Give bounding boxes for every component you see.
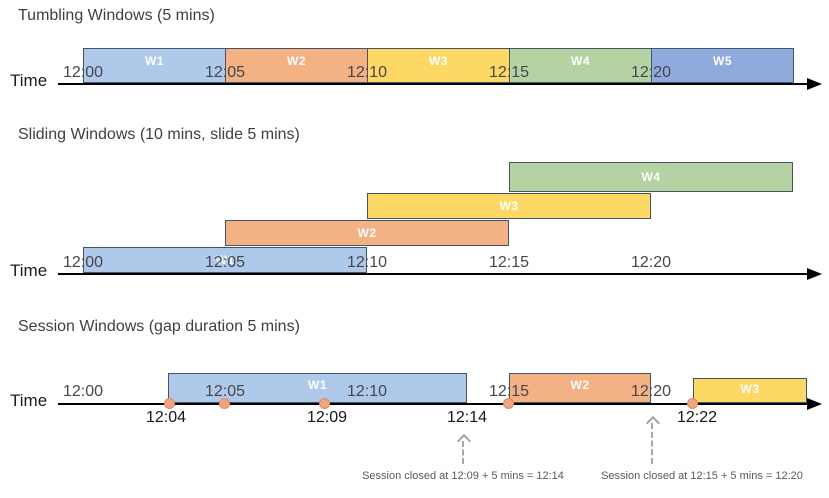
session-title: Session Windows (gap duration 5 mins) xyxy=(18,318,300,335)
dashed-callout-line xyxy=(462,441,464,464)
tumbling-tick-1205: 12:05 xyxy=(204,64,246,81)
sliding-window-bar-w2: W2 xyxy=(225,220,509,246)
event-dot xyxy=(503,398,514,409)
tumbling-time-axis-label: Time xyxy=(10,71,48,90)
session-tick-1220: 12:20 xyxy=(630,383,672,400)
session-tick-1210: 12:10 xyxy=(346,383,388,400)
tumbling-tick-1220: 12:20 xyxy=(630,64,672,81)
tumbling-timeline-axis xyxy=(58,83,808,85)
window-label: W1 xyxy=(308,378,327,392)
session-time-axis-label: Time xyxy=(10,391,48,410)
tumbling-window-bar-w4: W4 xyxy=(509,48,652,83)
dashed-callout-line xyxy=(651,423,653,464)
session-window-bar-w1: W1 xyxy=(168,373,467,403)
tumbling-tick-1215: 12:15 xyxy=(488,64,530,81)
sliding-tick-1205: 12:05 xyxy=(204,254,246,271)
window-label: W3 xyxy=(499,199,519,213)
session-tick-1205: 12:05 xyxy=(204,383,246,400)
event-dot xyxy=(687,398,698,409)
axis-arrow-icon xyxy=(807,398,822,410)
tumbling-window-bar-w3: W3 xyxy=(367,48,510,83)
window-label: W1 xyxy=(145,53,164,68)
session-tick-1215: 12:15 xyxy=(488,383,530,400)
sliding-tick-1200: 12:00 xyxy=(62,254,104,271)
window-label: W4 xyxy=(641,170,661,184)
window-label: W2 xyxy=(287,53,306,68)
tumbling-tick-1210: 12:10 xyxy=(346,64,388,81)
event-dot xyxy=(164,398,175,409)
tumbling-title: Tumbling Windows (5 mins) xyxy=(18,7,215,24)
session-timeline-axis xyxy=(58,403,808,405)
tumbling-window-bar-w2: W2 xyxy=(225,48,368,83)
tumbling-window-bar-w1: W1 xyxy=(83,48,226,83)
up-arrow-icon xyxy=(456,433,472,449)
event-time-label-1214: 12:14 xyxy=(446,409,488,426)
sliding-tick-1210: 12:10 xyxy=(346,254,388,271)
session-closed-annotation-1: Session closed at 12:09 + 5 mins = 12:14 xyxy=(362,470,564,482)
window-label: W3 xyxy=(740,382,760,396)
window-label: W4 xyxy=(571,53,590,68)
window-label: W2 xyxy=(357,226,377,240)
sliding-title: Sliding Windows (10 mins, slide 5 mins) xyxy=(18,126,300,143)
event-time-label-1204: 12:04 xyxy=(145,409,187,426)
event-dot xyxy=(219,398,230,409)
tumbling-tick-1200: 12:00 xyxy=(62,64,104,81)
event-dot xyxy=(319,398,330,409)
window-label: W3 xyxy=(429,53,448,68)
sliding-tick-1215: 12:15 xyxy=(488,254,530,271)
tumbling-window-bar-w5: W5 xyxy=(651,48,794,83)
window-label: W5 xyxy=(713,53,732,68)
sliding-tick-1220: 12:20 xyxy=(630,254,672,271)
event-time-label-1209: 12:09 xyxy=(306,409,348,426)
window-label: W1 xyxy=(215,253,235,267)
sliding-time-axis-label: Time xyxy=(10,261,48,280)
sliding-window-bar-w1: W1 xyxy=(83,247,367,273)
sliding-window-bar-w3: W3 xyxy=(367,193,651,219)
axis-arrow-icon xyxy=(807,78,822,90)
axis-arrow-icon xyxy=(807,268,822,280)
window-label: W2 xyxy=(570,378,590,392)
sliding-window-bar-w4: W4 xyxy=(509,162,793,192)
session-tick-1200: 12:00 xyxy=(62,383,104,400)
session-window-bar-w3: W3 xyxy=(693,378,807,403)
session-closed-annotation-2: Session closed at 12:15 + 5 mins = 12:20 xyxy=(601,470,803,482)
up-arrow-icon xyxy=(645,415,661,431)
event-time-label-1222: 12:22 xyxy=(676,409,718,426)
sliding-timeline-axis xyxy=(58,273,808,275)
session-window-bar-w2: W2 xyxy=(509,373,651,403)
